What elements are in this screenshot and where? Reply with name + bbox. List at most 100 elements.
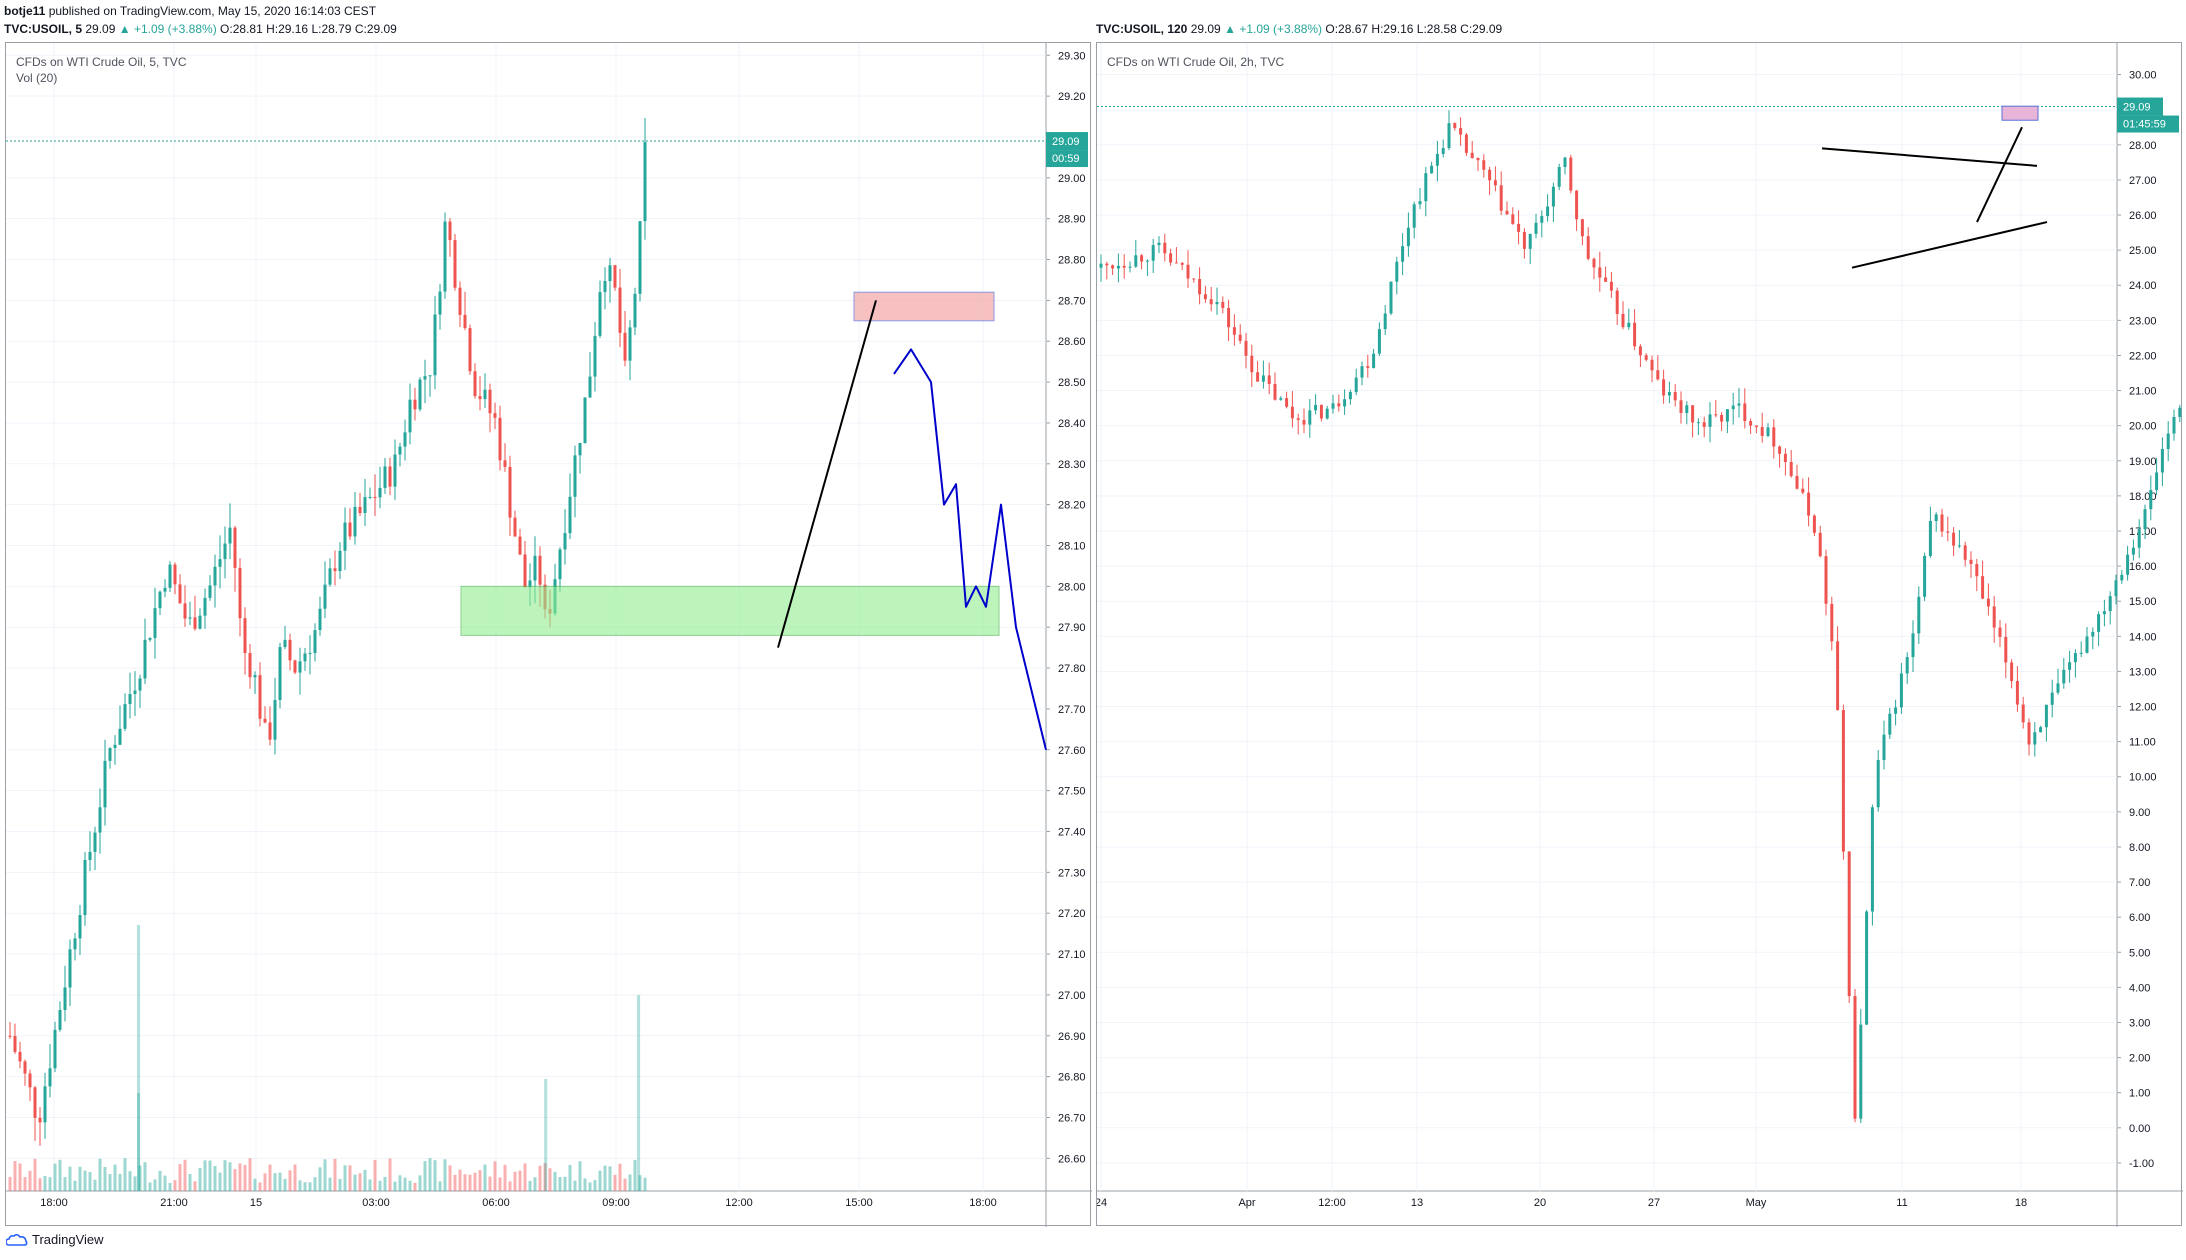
y-tick-label: 28.20: [1058, 500, 1086, 512]
candle-body: [223, 543, 227, 560]
volume-bar: [63, 1177, 67, 1191]
y-tick-label: 9.00: [2129, 807, 2150, 819]
volume-bar: [168, 1182, 172, 1191]
candle-body: [2137, 529, 2141, 548]
candle-body: [1279, 398, 1283, 400]
candle-body: [1836, 641, 1840, 711]
right-symbol[interactable]: TVC:USOIL, 120: [1096, 22, 1188, 36]
candle-body: [118, 728, 122, 745]
candle-body: [1273, 383, 1277, 400]
candle-body: [1430, 165, 1434, 174]
left-symbol[interactable]: TVC:USOIL, 5: [4, 22, 83, 36]
candle-body: [8, 1035, 12, 1037]
y-tick-label: 19.00: [2129, 456, 2157, 468]
uptrend-line: [777, 300, 877, 648]
candle-body: [73, 938, 77, 950]
y-tick-label: -1.00: [2129, 1158, 2154, 1170]
volume-bar: [488, 1176, 492, 1191]
candle-body: [1314, 404, 1318, 411]
volume-bar: [148, 1182, 152, 1191]
candle-body: [608, 265, 612, 282]
tradingview-logo[interactable]: TradingView: [6, 1232, 104, 1247]
candle-body: [163, 587, 167, 592]
candle-body: [98, 807, 102, 833]
candle-body: [418, 379, 422, 410]
candle-body: [198, 615, 202, 629]
candle-body: [1743, 403, 1747, 422]
volume-bar: [438, 1181, 442, 1191]
volume-bar: [453, 1174, 457, 1191]
volume-bar: [233, 1169, 237, 1191]
candle-body: [2050, 692, 2054, 705]
y-tick-label: 3.00: [2129, 1017, 2150, 1029]
candle-body: [1383, 313, 1387, 330]
candle-body: [188, 617, 192, 619]
countdown-tag-bg: [2117, 115, 2179, 133]
candle-body: [63, 987, 67, 1010]
volume-bar: [628, 1174, 632, 1191]
volume-bar: [38, 1178, 42, 1191]
candle-body: [528, 580, 532, 588]
candle-body: [88, 851, 92, 861]
y-tick-label: 4.00: [2129, 982, 2150, 994]
x-tick-label: 18:00: [40, 1197, 68, 1209]
volume-bar: [543, 1163, 547, 1191]
right-chart-canvas[interactable]: 30.0029.0028.0027.0026.0025.0024.0023.00…: [1097, 43, 2183, 1227]
candle-body: [1952, 532, 1956, 546]
candle-body: [1116, 265, 1120, 269]
candle-body: [398, 446, 402, 455]
candle-body: [13, 1036, 17, 1052]
candle-body: [308, 653, 312, 655]
candle-body: [1198, 278, 1202, 295]
volume-bar: [48, 1177, 52, 1191]
candle-body: [438, 291, 442, 315]
candle-body: [1360, 366, 1364, 378]
candle-body: [1482, 160, 1486, 170]
candle-body: [158, 591, 162, 609]
candle-body: [1145, 260, 1149, 262]
author-name[interactable]: botje11: [4, 4, 46, 18]
volume-bar: [188, 1174, 192, 1191]
candle-body: [493, 413, 497, 418]
x-tick-label: 20: [1534, 1197, 1546, 1209]
y-tick-label: 26.80: [1058, 1072, 1086, 1084]
candle-body: [33, 1087, 37, 1118]
candle-body: [1812, 515, 1816, 533]
left-symbol-line: TVC:USOIL, 5 29.09 ▲ +1.09 (+3.88%) O:28…: [4, 22, 397, 36]
candle-body: [1615, 290, 1619, 314]
candle-body: [2091, 631, 2095, 637]
candle-body: [568, 496, 572, 534]
candle-body: [218, 559, 222, 567]
left-chart-canvas[interactable]: 29.3029.2029.1029.0028.9028.8028.7028.60…: [6, 43, 1092, 1227]
candle-body: [1290, 406, 1294, 419]
candle-body: [1221, 301, 1225, 308]
volume-bar: [78, 1166, 82, 1191]
candle-body: [238, 567, 242, 619]
candle-body: [248, 653, 252, 678]
left-chart-pane[interactable]: 29.3029.2029.1029.0028.9028.8028.7028.60…: [5, 42, 1092, 1227]
volume-bar: [373, 1159, 377, 1191]
right-chart-pane[interactable]: 30.0029.0028.0027.0026.0025.0024.0023.00…: [1096, 42, 2183, 1227]
volume-bar: [88, 1172, 92, 1191]
candle-body: [203, 597, 207, 616]
volume-bar: [13, 1161, 17, 1191]
candle-body: [1470, 152, 1474, 158]
volume-bar: [318, 1167, 322, 1191]
y-tick-label: 1.00: [2129, 1088, 2150, 1100]
candle-body: [393, 454, 397, 487]
candle-body: [353, 506, 357, 537]
volume-bar: [483, 1164, 487, 1191]
y-tick-label: 26.00: [2129, 210, 2157, 222]
y-tick-label: 28.80: [1058, 255, 1086, 267]
candle-body: [1731, 405, 1735, 410]
volume-bar: [518, 1170, 522, 1191]
candle-body: [1192, 278, 1196, 280]
candle-body: [408, 399, 412, 433]
candle-body: [1905, 657, 1909, 674]
volume-bar: [103, 1166, 107, 1191]
candle-body: [618, 287, 622, 333]
resistance-zone: [853, 291, 995, 322]
volume-indicator-label[interactable]: Vol (20): [16, 71, 58, 85]
y-tick-label: 20.00: [2129, 421, 2157, 433]
candle-body: [2160, 449, 2164, 473]
